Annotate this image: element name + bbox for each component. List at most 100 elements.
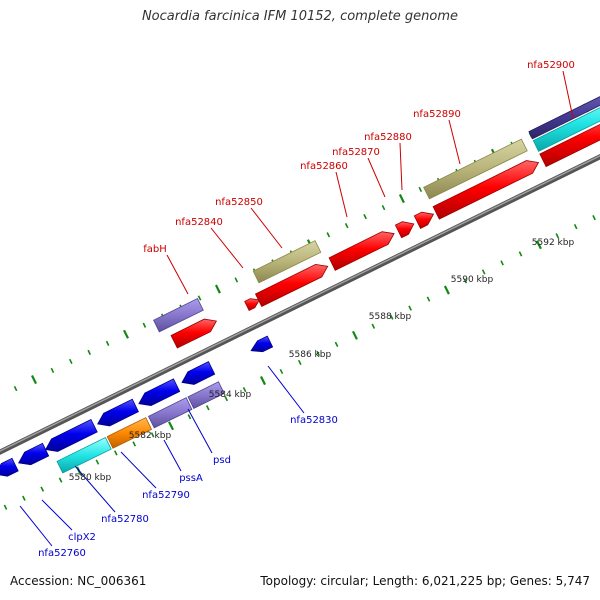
upper-tick-mark <box>123 329 129 339</box>
upper-tick-mark <box>326 232 331 238</box>
leader-line-nfa52860 <box>335 171 348 218</box>
gene-label-fabH: fabH <box>143 244 167 255</box>
lower-tick-mark <box>389 314 394 320</box>
leader-line-nfa52840 <box>210 227 244 269</box>
lower-tick-mark <box>352 330 358 340</box>
cds-bar-clpX2 <box>56 436 112 474</box>
upper-tick-mark <box>197 295 202 301</box>
gene-label-nfa52840: nfa52840 <box>175 217 223 228</box>
gene-arrow-nfa52900 <box>539 123 600 168</box>
gene-arrow-nfa52780 <box>97 398 139 427</box>
gene-arrow-clpX2 <box>44 418 98 452</box>
gene-arrow-nfa52860 <box>328 231 395 271</box>
leader-line-nfa52890 <box>448 119 461 165</box>
scale-label: 5588 kbp <box>369 312 412 322</box>
scale-label: 5586 kbp <box>289 350 332 360</box>
lower-tick-mark <box>224 396 229 402</box>
gene-label-nfa52850: nfa52850 <box>215 197 263 208</box>
gene-arrow-nfa52890 <box>432 160 540 220</box>
leader-line-fabH <box>166 254 189 295</box>
lower-tick-mark <box>3 504 8 510</box>
upper-tick-mark <box>68 358 73 365</box>
leader-line-nfa52790 <box>120 451 157 489</box>
gene-label-clpX2: clpX2 <box>68 532 96 543</box>
upper-tick-mark <box>234 277 239 283</box>
gene-arrow-fabH <box>170 318 218 349</box>
gene-label-nfa52790: nfa52790 <box>142 490 190 501</box>
lower-tick-mark <box>426 296 431 302</box>
upper-tick-mark <box>13 386 18 392</box>
lower-tick-mark <box>205 405 210 411</box>
cds-bar-nfa52790 <box>147 397 193 429</box>
lower-tick-mark <box>573 224 578 230</box>
gene-label-nfa52760: nfa52760 <box>38 548 86 559</box>
gene-arrow-nfa52850 <box>254 263 329 308</box>
scale-label: 5590 kbp <box>451 275 494 285</box>
upper-tick-mark <box>105 340 110 346</box>
genome-summary-text: Topology: circular; Length: 6,021,225 bp… <box>260 574 590 588</box>
lower-tick-mark <box>555 233 560 239</box>
gene-label-nfa52860: nfa52860 <box>300 161 348 172</box>
upper-tick-mark <box>50 367 55 374</box>
lower-tick-mark <box>279 368 284 375</box>
lower-tick-mark <box>535 240 542 250</box>
lower-tick-mark <box>592 215 596 221</box>
lower-tick-mark <box>22 495 26 501</box>
upper-tick-mark <box>418 186 423 193</box>
lower-tick-mark <box>260 376 266 386</box>
lower-tick-mark <box>113 450 118 456</box>
scale-label: 5582 kbp <box>129 431 172 441</box>
gene-arrow-clpX2-part <box>18 442 50 466</box>
lower-tick-mark <box>95 459 100 465</box>
cds-bar-fabH <box>153 297 204 333</box>
leader-line-nfa52870 <box>367 157 386 198</box>
gene-arrow-nfa52760 <box>0 457 19 477</box>
cds-bar-nfa52900 <box>532 107 600 152</box>
cds-bar-nfa52780 <box>106 417 153 449</box>
gene-label-nfa52780: nfa52780 <box>101 514 149 525</box>
upper-tick-mark <box>215 284 221 294</box>
gene-arrow-nfa52790 <box>138 378 181 407</box>
scale-label: 5580 kbp <box>69 473 112 483</box>
lower-tick-mark <box>316 350 321 356</box>
upper-tick-mark <box>398 194 405 204</box>
cds-bar-nfa52900-region <box>528 96 600 140</box>
lower-tick-mark <box>500 260 504 266</box>
gene-label-pssA: pssA <box>179 473 203 484</box>
lower-tick-mark <box>132 441 137 447</box>
accession-text: Accession: NC_006361 <box>10 574 147 588</box>
leader-line-nfa52880 <box>399 142 403 191</box>
leader-line-pssA <box>163 439 182 472</box>
upper-tick-mark <box>31 375 37 385</box>
upper-tick-mark <box>87 349 92 355</box>
lower-tick-mark <box>242 387 247 393</box>
upper-tick-mark <box>344 223 349 229</box>
upper-tick-mark <box>142 322 147 328</box>
leader-line-psd <box>187 408 213 454</box>
gene-arrow-pssA <box>181 361 216 385</box>
cds-bar-nfa52850 <box>252 240 322 284</box>
upper-tick-mark <box>363 214 367 220</box>
scale-label: 5592 kbp <box>532 238 575 248</box>
gene-label-psd: psd <box>213 455 231 466</box>
leader-line-clpX2 <box>41 499 73 531</box>
gene-arrow-nfa52880 <box>413 211 435 229</box>
lower-tick-mark <box>518 251 523 257</box>
gene-label-nfa52880: nfa52880 <box>364 132 412 143</box>
lower-tick-mark <box>334 341 339 347</box>
leader-line-nfa52760 <box>19 505 53 547</box>
lower-tick-mark <box>187 414 192 420</box>
lower-tick-mark <box>150 432 155 438</box>
cds-bar-nfa52890 <box>423 138 528 200</box>
gene-label-nfa52830: nfa52830 <box>290 415 338 426</box>
gene-arrow-nfa52870 <box>394 221 415 239</box>
genome-backbone-highlight <box>0 154 600 452</box>
lower-tick-mark <box>40 486 45 492</box>
lower-tick-mark <box>297 359 302 366</box>
gene-label-nfa52890: nfa52890 <box>413 109 461 120</box>
genome-backbone <box>0 154 600 455</box>
gene-label-nfa52900: nfa52900 <box>527 60 575 71</box>
gene-label-nfa52870: nfa52870 <box>332 147 380 158</box>
lower-tick-mark <box>408 305 412 311</box>
